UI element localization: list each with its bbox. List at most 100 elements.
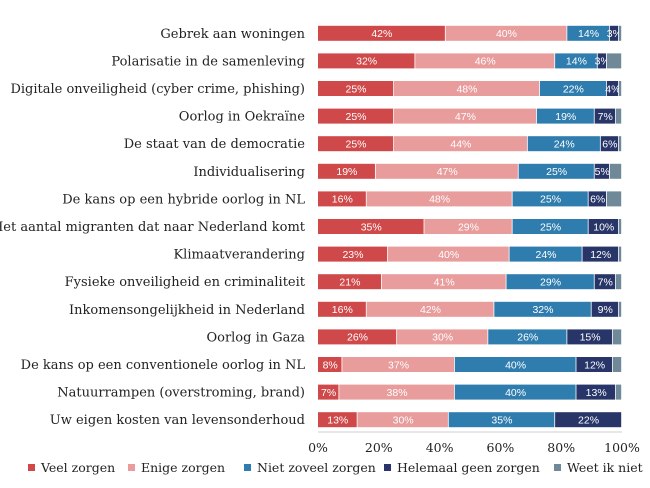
bar-segment	[594, 163, 610, 179]
x-axis-ticks: 0% 20% 40% 60% 80% 100%	[308, 431, 640, 455]
bar-segment	[612, 357, 622, 372]
bar-segment	[318, 301, 366, 317]
legend-swatch	[28, 464, 35, 471]
category-label: Polarisatie in de samenleving	[111, 54, 305, 69]
bar-segment	[397, 329, 488, 345]
data-label: 21%	[339, 277, 360, 289]
data-label: 47%	[437, 166, 458, 178]
data-label: 12%	[584, 359, 605, 371]
bar-segment	[618, 136, 622, 152]
legend-label: Weet ik niet	[567, 460, 643, 475]
bar-segment	[512, 219, 588, 234]
bar-segment	[318, 412, 357, 428]
data-label: 40%	[496, 28, 517, 40]
data-label: 25%	[540, 221, 561, 233]
legend-label: Veel zorgen	[40, 460, 115, 475]
category-label: Uw eigen kosten van levensonderhoud	[50, 413, 305, 428]
x-tick-label: 80%	[547, 440, 575, 455]
bar-segment	[615, 108, 622, 124]
bar-segment	[512, 191, 588, 207]
category-label: Het aantal migranten dat naar Nederland …	[0, 220, 306, 235]
bar-segment	[394, 136, 527, 152]
data-label: 19%	[555, 111, 576, 123]
legend-item: Niet zoveel zorgen	[244, 460, 376, 475]
bar-segment	[318, 136, 394, 152]
bar-segment	[318, 108, 394, 124]
bar-segment	[415, 53, 555, 69]
x-tick-label: 0%	[308, 440, 328, 455]
bar-segment	[454, 384, 576, 400]
data-label: 48%	[429, 194, 450, 206]
bar-segment	[606, 53, 622, 69]
data-label: 35%	[361, 221, 382, 233]
data-label: 24%	[535, 249, 556, 261]
data-label: 40%	[505, 387, 526, 399]
bar-segment	[555, 53, 597, 69]
legend: Veel zorgen Enige zorgen Niet zoveel zorge…	[28, 460, 643, 475]
bar-segment	[488, 329, 567, 345]
legend-swatch	[554, 464, 561, 471]
data-label: 25%	[345, 139, 366, 151]
data-label: 23%	[342, 249, 363, 261]
bar-segment	[318, 53, 415, 69]
data-label: 42%	[371, 28, 392, 40]
category-label: Oorlog in Gaza	[206, 330, 305, 345]
category-label: Natuurrampen (overstroming, brand)	[57, 386, 305, 401]
x-tick-label: 60%	[487, 440, 515, 455]
data-label: 48%	[456, 83, 477, 95]
data-label: 26%	[347, 332, 368, 344]
bar-segment	[527, 136, 600, 152]
bar-segment	[318, 81, 394, 96]
data-label: 35%	[491, 415, 512, 427]
data-label: 40%	[505, 359, 526, 371]
bar-segment	[318, 357, 342, 372]
data-label: 3%	[607, 28, 622, 40]
bar-segment	[518, 163, 594, 179]
x-tick-label: 40%	[426, 440, 454, 455]
bar-segment	[588, 191, 606, 207]
bar-segment	[555, 412, 622, 428]
bar-segment	[424, 219, 512, 234]
category-label: De staat van de democratie	[124, 137, 306, 152]
bar-segment	[606, 191, 622, 207]
bar-segment	[591, 301, 619, 317]
bar-segment	[618, 25, 622, 41]
bar-segment	[618, 81, 622, 96]
bar-segment	[576, 384, 616, 400]
bar-segment	[576, 357, 613, 372]
data-label: 7%	[598, 111, 613, 123]
bar-segment	[375, 163, 518, 179]
category-label: De kans op een conventionele oorlog in N…	[21, 358, 306, 373]
data-label: 37%	[388, 359, 409, 371]
bar-segment	[318, 191, 366, 207]
data-label: 41%	[434, 277, 455, 289]
data-label: 25%	[540, 194, 561, 206]
data-label: 14%	[566, 56, 587, 68]
bar-segment	[342, 357, 454, 372]
bar-segment	[394, 108, 537, 124]
legend-item: Enige zorgen	[128, 460, 225, 475]
category-label: Individualisering	[193, 165, 305, 180]
legend-label: Enige zorgen	[141, 460, 225, 475]
data-label: 19%	[336, 166, 357, 178]
data-label: 26%	[517, 332, 538, 344]
data-label: 13%	[327, 415, 348, 427]
bar-segment	[615, 384, 622, 400]
bar-segment	[506, 274, 594, 290]
legend-label: Helemaal geen zorgen	[397, 460, 540, 475]
category-label: Klimaatverandering	[173, 248, 305, 263]
bar-segment	[445, 25, 567, 41]
legend-item: Veel zorgen	[28, 460, 115, 475]
data-label: 6%	[590, 194, 605, 206]
data-label: 25%	[345, 83, 366, 95]
data-label: 44%	[450, 139, 471, 151]
bar-segment	[387, 246, 509, 262]
data-label: 29%	[540, 277, 561, 289]
x-tick-label: 20%	[365, 440, 393, 455]
data-label: 4%	[605, 83, 620, 95]
bar-segment	[600, 136, 619, 152]
data-label: 42%	[420, 304, 441, 316]
bar-segment	[588, 219, 619, 234]
bar-segment	[594, 274, 616, 290]
bar-segment	[612, 329, 622, 345]
